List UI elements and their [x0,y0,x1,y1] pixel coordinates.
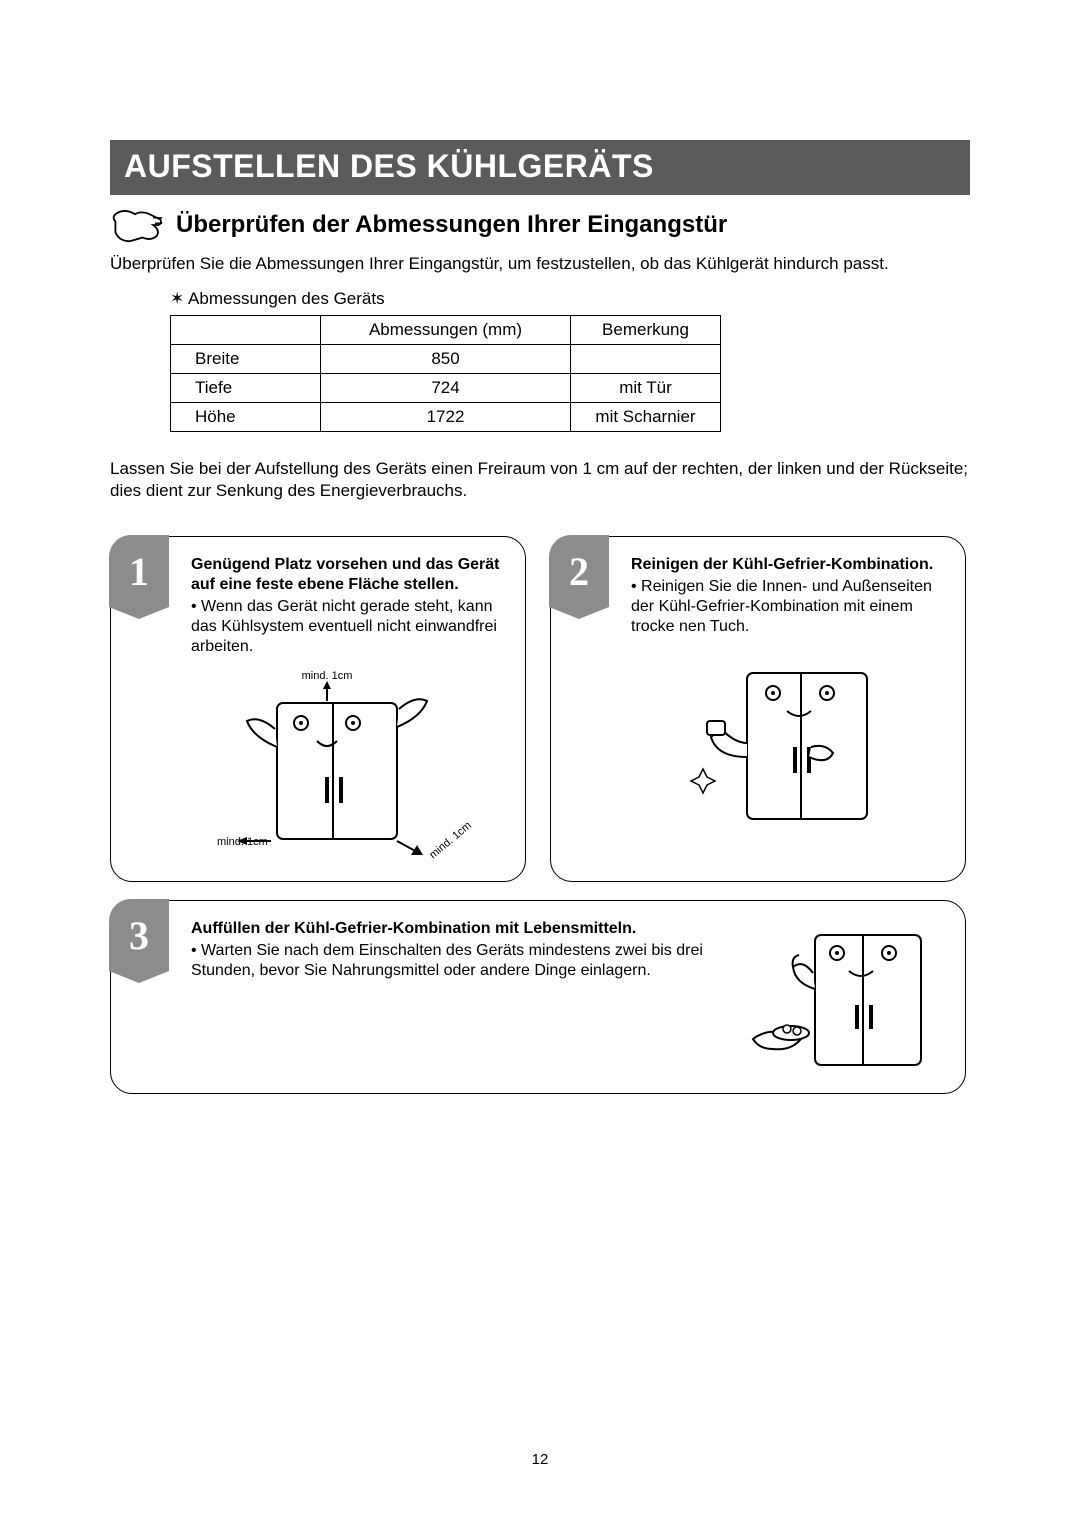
table-row: Höhe 1722 mit Scharnier [171,403,721,432]
steps-row-1: 1 Genügend Platz vorsehen und das Gerät … [110,536,970,882]
table-cell: Breite [171,345,321,374]
table-cell: mit Scharnier [571,403,721,432]
table-cell: Tiefe [171,374,321,403]
table-cell: Höhe [171,403,321,432]
fridge-clearance-icon: mind. 1cm mind. 1cm mind. 1cm [197,667,497,867]
table-header [171,316,321,345]
table-row: Tiefe 724 mit Tür [171,374,721,403]
step-2-title: Reinigen der Kühl-Gefrier-Kombination. [631,555,943,575]
table-cell: 850 [321,345,571,374]
step-2-figure [631,647,943,837]
step-number-badge: 3 [109,899,169,971]
pointing-hand-icon [110,205,164,245]
intro-text: Überprüfen Sie die Abmessungen Ihrer Ein… [110,253,970,275]
table-cell: 1722 [321,403,571,432]
step-3-body: Warten Sie nach dem Einschalten des Gerä… [191,941,713,981]
subtitle-row: Überprüfen der Abmessungen Ihrer Eingang… [110,205,970,245]
table-header: Abmessungen (mm) [321,316,571,345]
table-row: Breite 850 [171,345,721,374]
page-number: 12 [0,1451,1080,1468]
clearance-text: Lassen Sie bei der Aufstellung des Gerät… [110,458,970,502]
dimensions-table: Abmessungen (mm) Bemerkung Breite 850 Ti… [170,315,721,432]
page-title: AUFSTELLEN DES KÜHLGERÄTS [110,140,970,195]
step-number-badge: 1 [109,535,169,607]
table-header: Bemerkung [571,316,721,345]
fridge-fill-icon [743,919,943,1079]
step-2-box: 2 Reinigen der Kühl-Gefrier-Kombination.… [550,536,966,882]
table-cell: 724 [321,374,571,403]
steps-row-2: 3 Auffüllen der Kühl-Gefrier-Kombination… [110,900,970,1094]
dim-label-right: mind. 1cm [427,820,474,862]
step-number-badge: 2 [549,535,609,607]
dim-label-top: mind. 1cm [302,670,353,682]
step-2-body: Reinigen Sie die Innen- und Außenseiten … [631,577,943,637]
fridge-clean-icon [677,647,897,837]
table-caption: ✶ Abmessungen des Geräts [170,289,970,309]
step-1-figure: mind. 1cm mind. 1cm mind. 1cm [191,667,503,867]
table-row: Abmessungen (mm) Bemerkung [171,316,721,345]
table-cell [571,345,721,374]
step-1-title: Genügend Platz vorsehen und das Gerät au… [191,555,503,595]
step-3-title: Auffüllen der Kühl-Gefrier-Kombination m… [191,919,713,939]
step-1-body: Wenn das Gerät nicht gerade steht, kann … [191,597,503,657]
table-cell: mit Tür [571,374,721,403]
step-1-box: 1 Genügend Platz vorsehen und das Gerät … [110,536,526,882]
subtitle: Überprüfen der Abmessungen Ihrer Eingang… [176,211,727,239]
step-3-box: 3 Auffüllen der Kühl-Gefrier-Kombination… [110,900,966,1094]
